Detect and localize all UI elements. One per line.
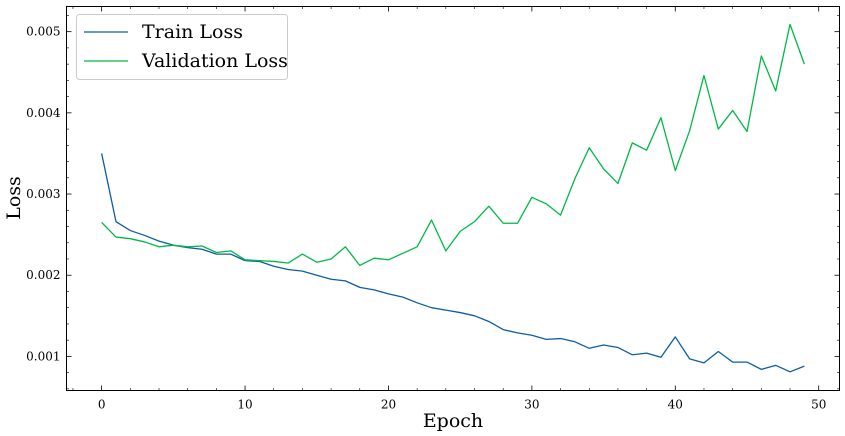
x-tick-label: 10 [237, 398, 252, 412]
y-tick-label: 0.005 [26, 25, 60, 39]
legend-label-train-loss: Train Loss [142, 21, 243, 43]
y-axis-ticks: 0.001 0.002 0.003 0.004 0.005 [26, 15, 840, 390]
legend-label-validation-loss: Validation Loss [141, 50, 288, 72]
x-tick-label: 40 [668, 398, 683, 412]
legend-box [76, 14, 288, 80]
series-line-validation-loss [101, 23, 805, 267]
x-tick-label: 30 [524, 398, 539, 412]
legend: Train Loss Validation Loss [76, 14, 288, 80]
y-tick-label: 0.003 [26, 187, 60, 201]
plot-frame [66, 6, 840, 391]
series-line-train-loss [101, 153, 805, 373]
y-tick-label: 0.001 [26, 349, 60, 363]
series-layer [101, 23, 805, 373]
y-tick-label: 0.004 [26, 106, 61, 120]
x-tick-label: 0 [98, 398, 106, 412]
y-tick-label: 0.002 [26, 268, 60, 282]
x-axis-title: Epoch [423, 410, 483, 432]
y-axis-title: Loss [3, 176, 25, 220]
x-axis-ticks: 0 10 20 30 40 50 [72, 6, 826, 412]
x-tick-label: 20 [381, 398, 396, 412]
x-tick-label: 50 [811, 398, 826, 412]
